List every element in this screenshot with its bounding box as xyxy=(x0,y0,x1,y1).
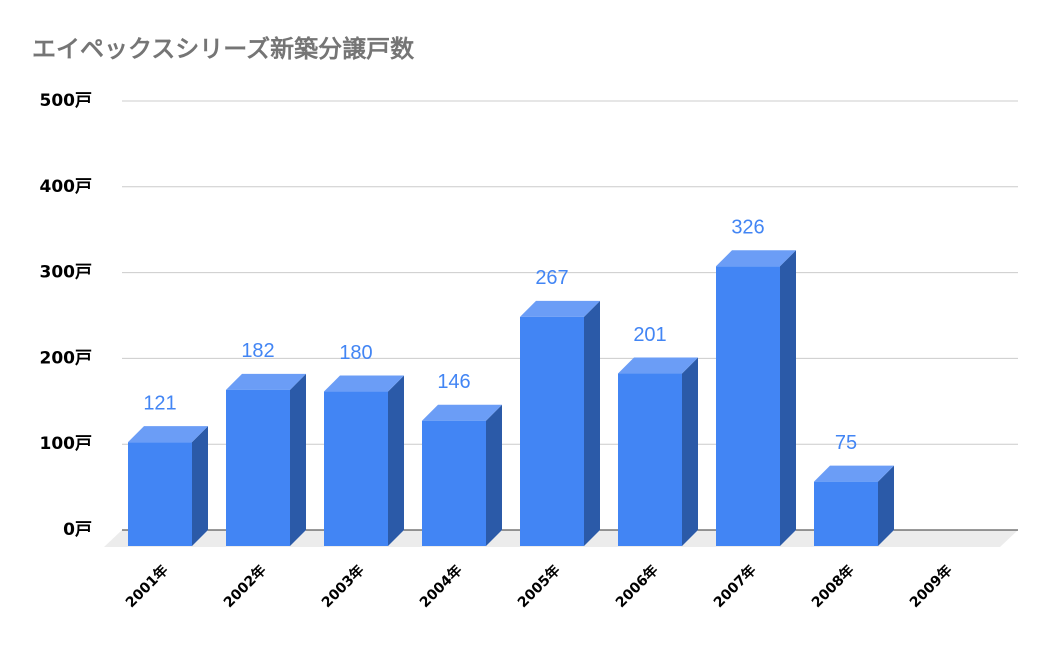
bar-side xyxy=(780,250,796,547)
bar-front xyxy=(422,420,486,546)
bar-front xyxy=(618,373,682,546)
bar xyxy=(324,375,404,546)
x-tick-label: 2005年 xyxy=(514,562,563,611)
bar-front xyxy=(716,266,780,546)
bar xyxy=(226,373,306,546)
x-tick-label: 2006年 xyxy=(612,562,661,611)
bar xyxy=(618,357,698,546)
bar-top xyxy=(814,465,894,482)
value-label: 182 xyxy=(241,340,274,362)
x-tick-label: 2009年 xyxy=(906,562,955,611)
bar-front xyxy=(324,391,388,546)
bar xyxy=(422,404,502,546)
y-tick-label: 100戸 xyxy=(40,434,93,454)
bar-top xyxy=(324,375,404,392)
bar-side xyxy=(290,373,306,546)
y-tick-label: 400戸 xyxy=(40,177,93,197)
bar-side xyxy=(486,404,502,546)
bar-front xyxy=(226,389,290,546)
bar-side xyxy=(584,300,600,546)
value-label: 75 xyxy=(835,432,857,454)
bar-side xyxy=(388,375,404,546)
bar-top xyxy=(520,300,600,317)
y-tick-label: 300戸 xyxy=(40,263,93,283)
bar xyxy=(716,250,796,547)
bar-top xyxy=(716,250,796,267)
y-tick-label: 200戸 xyxy=(40,348,93,368)
bar xyxy=(128,426,208,546)
y-tick-label: 500戸 xyxy=(40,91,93,111)
bar-side xyxy=(192,426,208,546)
value-label: 146 xyxy=(437,371,470,393)
bar-top xyxy=(226,373,306,390)
bar-side xyxy=(682,357,698,546)
value-label: 180 xyxy=(339,342,372,364)
value-label: 121 xyxy=(143,392,176,414)
value-label: 326 xyxy=(731,217,764,239)
x-tick-label: 2002年 xyxy=(220,562,269,611)
value-label: 267 xyxy=(535,267,568,289)
x-tick-label: 2008年 xyxy=(808,562,857,611)
x-tick-label: 2001年 xyxy=(122,562,171,611)
bar-front xyxy=(520,316,584,546)
x-tick-label: 2004年 xyxy=(416,562,465,611)
bar-top xyxy=(128,426,208,443)
bar-side xyxy=(878,465,894,546)
chart-title: エイペックスシリーズ新築分譲戸数 xyxy=(32,35,415,63)
bar xyxy=(520,300,600,546)
y-tick-label: 0戸 xyxy=(63,520,92,540)
bar-top xyxy=(422,404,502,421)
bar-top xyxy=(618,357,698,374)
bar-front xyxy=(814,481,878,546)
bar xyxy=(814,465,894,546)
bar-front xyxy=(128,442,192,546)
x-tick-label: 2003年 xyxy=(318,562,367,611)
x-tick-label: 2007年 xyxy=(710,562,759,611)
value-label: 201 xyxy=(633,324,666,346)
